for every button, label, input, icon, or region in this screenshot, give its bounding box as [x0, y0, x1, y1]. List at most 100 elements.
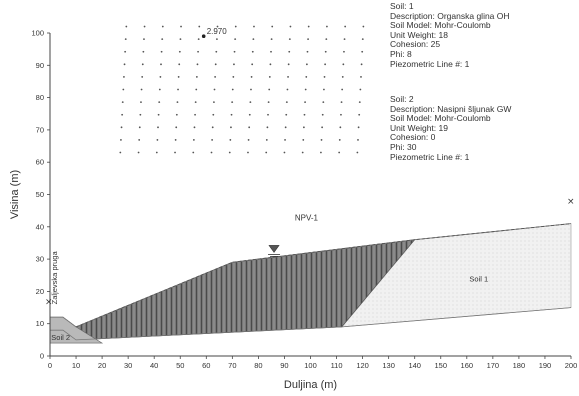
slip-center-point: [141, 76, 144, 78]
slip-center-point: [323, 76, 326, 78]
slip-center-point: [234, 25, 237, 28]
y-tick-label: 10: [36, 319, 44, 328]
x-tick-label: 80: [254, 361, 262, 370]
slip-center-point: [307, 38, 309, 41]
slip-center-point: [158, 101, 161, 104]
slip-center-point: [233, 50, 236, 53]
slip-center-point: [160, 63, 162, 66]
x-tick-label: 200: [565, 361, 578, 370]
slip-center-point: [230, 113, 233, 116]
slip-center-point: [267, 101, 270, 104]
water-table-marker-icon: [268, 245, 281, 257]
x-tick-label: 180: [513, 361, 526, 370]
x-tick-label: 120: [356, 361, 369, 370]
slip-center-point: [268, 76, 271, 78]
slip-center-point: [157, 126, 159, 129]
slip-center-point: [140, 88, 143, 91]
slip-center-point: [251, 63, 254, 66]
y-tick-label: 40: [36, 222, 44, 231]
y-axis-label: Visina (m): [9, 170, 21, 219]
slip-center-point: [340, 113, 342, 116]
slip-center-point: [284, 126, 287, 129]
slip-center-point: [216, 25, 219, 28]
slip-center-point: [194, 101, 197, 104]
slip-center-point: [120, 126, 123, 129]
slip-center-point: [119, 151, 122, 154]
slip-center-point: [138, 126, 141, 129]
slip-center-point: [195, 88, 198, 91]
x-tick-label: 110: [331, 361, 343, 370]
slip-center-point: [250, 76, 253, 78]
soil-2-legend: Soil: 2 Description: Nasipni šljunak GW …: [390, 94, 511, 162]
slip-center-point: [120, 139, 122, 141]
y-tick-label: 100: [31, 29, 44, 38]
slip-center-point: [215, 50, 218, 53]
slip-center-point: [161, 25, 164, 28]
slip-center-point: [322, 101, 325, 104]
slip-center-point: [338, 151, 341, 154]
slip-center-point: [179, 38, 182, 41]
slip-center-point: [157, 113, 160, 116]
x-tick-label: 100: [304, 361, 317, 370]
slip-center-point: [195, 76, 198, 78]
slip-center-point: [251, 50, 254, 53]
slip-center-point: [248, 113, 251, 116]
slip-center-point: [158, 88, 161, 91]
soil-2-region-label: Soil 2: [51, 333, 70, 342]
soil-1-phi: Phi: 8: [390, 48, 412, 59]
slip-center-point: [233, 63, 235, 66]
x-tick-label: 50: [176, 361, 184, 370]
x-axis-ticks: 0 10 20 30 40 50 60 70 80 90 100 110 120 130 140 150 160…: [48, 356, 577, 370]
slip-center-point: [192, 151, 195, 154]
soil-2-name: Soil: 2: [390, 94, 414, 104]
slip-center-point: [270, 50, 272, 53]
slip-center-point: [194, 113, 196, 116]
slip-center-point: [142, 50, 145, 53]
slip-center-point: [214, 63, 217, 66]
slip-center-point: [269, 63, 272, 66]
entry-marker-icon: ×: [45, 297, 53, 307]
slip-center-point: [123, 63, 126, 66]
slip-center-point: [232, 76, 235, 78]
slip-center-point: [287, 76, 289, 78]
slip-center-point: [326, 25, 328, 28]
slip-center-point: [176, 101, 179, 104]
x-tick-label: 30: [124, 361, 132, 370]
x-tick-label: 10: [72, 361, 80, 370]
slip-center-point: [344, 25, 347, 28]
slip-center-point: [141, 63, 144, 66]
slip-center-point: [266, 126, 269, 129]
slip-center-point: [285, 101, 288, 104]
x-tick-label: 160: [461, 361, 474, 370]
x-tick-label: 60: [202, 361, 210, 370]
slip-center-point: [304, 101, 306, 104]
soil-2-unit-weight: Unit Weight: 19: [390, 122, 448, 133]
grid-center-fos-label: 2.970: [207, 27, 228, 36]
slip-center-point: [156, 139, 159, 141]
y-tick-label: 60: [36, 158, 44, 167]
slip-center-point: [174, 151, 176, 154]
slip-center-point: [361, 50, 364, 53]
slip-center-point: [139, 113, 142, 116]
slip-center-point: [196, 63, 199, 66]
slip-center-point: [210, 151, 213, 154]
slip-center-point: [271, 25, 274, 28]
slip-center-point: [180, 25, 182, 28]
slip-center-point: [357, 139, 359, 141]
slip-center-point: [197, 38, 200, 41]
slip-center-point: [249, 101, 252, 104]
slip-center-point: [305, 76, 308, 78]
slip-center-point: [320, 139, 323, 141]
x-tick-label: 150: [434, 361, 447, 370]
slip-center-point: [121, 113, 124, 116]
x-tick-label: 20: [98, 361, 106, 370]
slip-center-point: [140, 101, 142, 104]
slip-center-point: [360, 76, 362, 78]
soil-1-model: Soil Model: Mohr-Coulomb: [390, 20, 491, 31]
slip-center-point: [230, 126, 232, 129]
slip-center-point: [193, 126, 196, 129]
slip-center-point: [358, 113, 361, 116]
x-tick-label: 130: [382, 361, 395, 370]
slip-center-grid: [119, 25, 365, 154]
